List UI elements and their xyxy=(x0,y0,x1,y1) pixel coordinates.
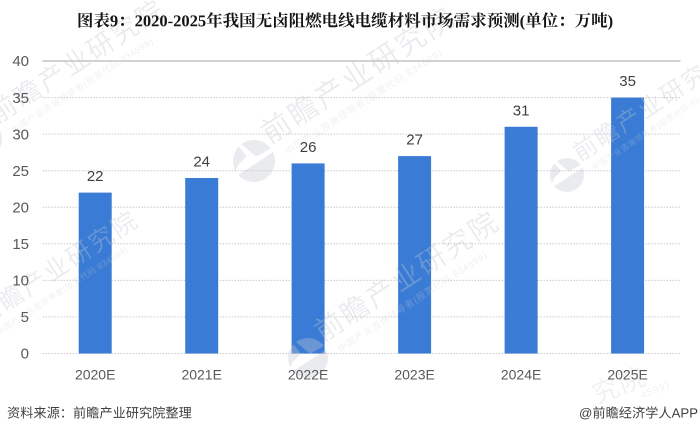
svg-text:5: 5 xyxy=(21,309,29,326)
svg-text:22: 22 xyxy=(87,168,104,185)
svg-text:2021E: 2021E xyxy=(181,366,221,382)
svg-text:2023E: 2023E xyxy=(394,366,434,382)
svg-text:25: 25 xyxy=(12,163,29,180)
svg-text:30: 30 xyxy=(12,126,29,143)
svg-text:27: 27 xyxy=(406,132,423,149)
svg-text:40: 40 xyxy=(12,53,29,70)
svg-text:2025E: 2025E xyxy=(607,366,647,382)
svg-text:35: 35 xyxy=(12,90,29,107)
svg-text:20: 20 xyxy=(12,199,29,216)
svg-text:31: 31 xyxy=(513,102,530,119)
svg-text:10: 10 xyxy=(12,273,29,290)
svg-text:26: 26 xyxy=(300,139,317,156)
svg-text:2024E: 2024E xyxy=(501,366,541,382)
svg-text:35: 35 xyxy=(619,73,636,90)
svg-text:2020E: 2020E xyxy=(75,366,115,382)
svg-text:2022E: 2022E xyxy=(288,366,328,382)
svg-text:24: 24 xyxy=(193,154,210,171)
svg-text:15: 15 xyxy=(12,236,29,253)
svg-text:0: 0 xyxy=(21,346,29,363)
